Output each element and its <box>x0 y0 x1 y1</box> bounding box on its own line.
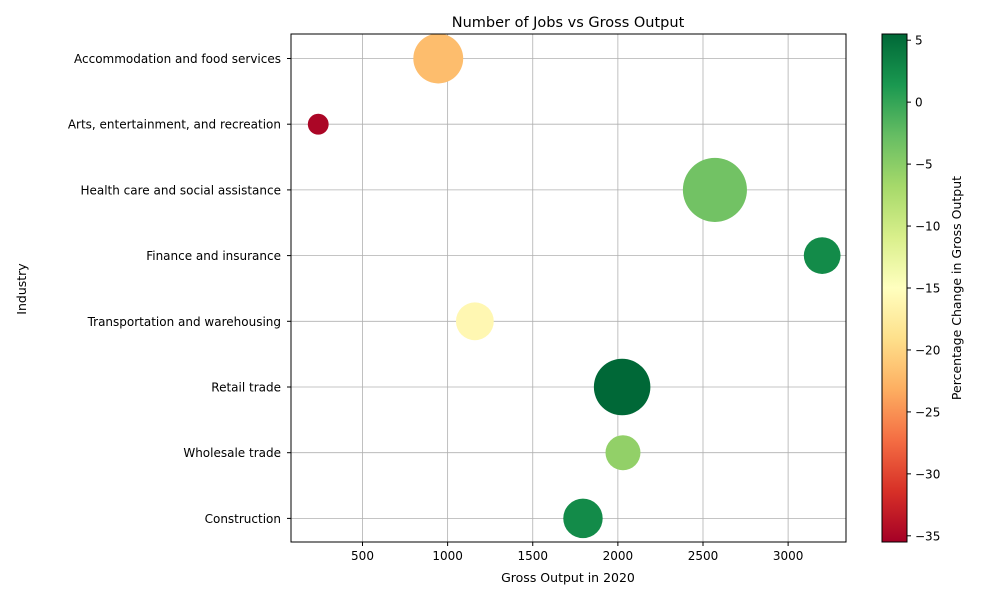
y-tick-label: Accommodation and food services <box>74 52 281 66</box>
colorbar-tick-label: 0 <box>915 96 923 110</box>
colorbar-tick-label: −35 <box>915 529 940 543</box>
y-tick-label: Construction <box>205 512 281 526</box>
colorbar-tick-label: −30 <box>915 467 940 481</box>
x-tick-label: 3000 <box>773 549 804 563</box>
bubble-point <box>682 157 747 222</box>
y-axis-label: Industry <box>14 263 29 315</box>
y-tick-label: Health care and social assistance <box>80 183 281 197</box>
y-tick-label: Wholesale trade <box>183 446 281 460</box>
colorbar-gradient <box>881 33 908 543</box>
colorbar: 5 0 −5 −10 −15 −20 −25 −30 −35 <box>881 33 940 543</box>
colorbar-tick-label: −15 <box>915 282 940 296</box>
colorbar-tick-label: −10 <box>915 220 940 234</box>
plot-frame <box>290 33 847 543</box>
x-tick-label: 1500 <box>517 549 548 563</box>
grid-lines <box>291 34 846 542</box>
colorbar-tick-label: 5 <box>915 34 923 48</box>
colorbar-tick-label: −25 <box>915 405 940 419</box>
x-tick-label: 1000 <box>432 549 463 563</box>
x-axis: 500 1000 1500 2000 2500 3000 <box>351 542 803 563</box>
y-axis: Construction Wholesale trade Retail trade T… <box>68 52 291 526</box>
colorbar-tick-label: −5 <box>915 158 933 172</box>
x-tick-label: 2000 <box>603 549 634 563</box>
x-axis-label: Gross Output in 2020 <box>501 570 635 585</box>
y-tick-label: Finance and insurance <box>146 249 281 263</box>
bubbles <box>307 33 841 539</box>
bubble-point <box>307 113 329 135</box>
chart-title: Number of Jobs vs Gross Output <box>452 15 685 31</box>
x-tick-label: 500 <box>351 549 374 563</box>
x-tick-label: 2500 <box>688 549 719 563</box>
colorbar-label: Percentage Change in Gross Output <box>949 176 964 400</box>
bubble-point <box>803 237 841 274</box>
y-tick-label: Transportation and warehousing <box>87 315 281 329</box>
bubble-point <box>413 33 464 84</box>
bubble-point <box>455 302 494 341</box>
colorbar-tick-label: −20 <box>915 343 940 357</box>
bubble-point <box>593 358 651 416</box>
bubble-point <box>605 435 641 471</box>
y-tick-label: Retail trade <box>211 381 281 395</box>
bubble-point <box>563 498 603 539</box>
y-tick-label: Arts, entertainment, and recreation <box>68 118 281 132</box>
